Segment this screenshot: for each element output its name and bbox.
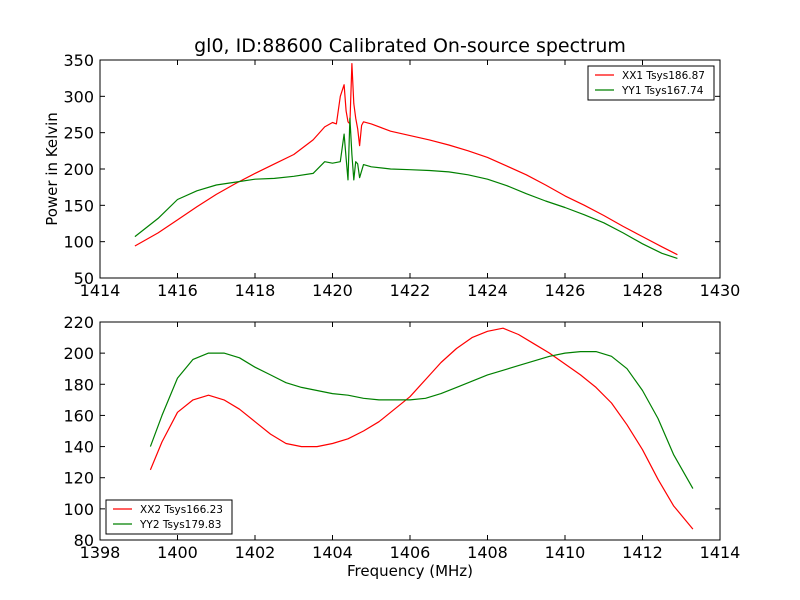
series-line-xx2 xyxy=(149,327,694,530)
y-tick-label: 150 xyxy=(63,196,94,215)
legend-label-yy2: YY2 Tsys179.83 xyxy=(139,519,221,531)
y-tick-label: 160 xyxy=(63,406,94,425)
chart-title: gl0, ID:88600 Calibrated On-source spect… xyxy=(194,35,626,57)
y-tick-label: 220 xyxy=(63,313,94,332)
x-tick-label: 1402 xyxy=(235,543,276,562)
x-tick-label: 1416 xyxy=(157,281,198,300)
y-tick-label: 250 xyxy=(63,124,94,143)
x-axis-label: Frequency (MHz) xyxy=(347,562,473,580)
y-tick-label: 200 xyxy=(63,160,94,179)
x-tick-label: 1428 xyxy=(622,281,663,300)
y-tick-label: 140 xyxy=(63,438,94,457)
legend-top: XX1 Tsys186.87 YY1 Tsys167.74 xyxy=(587,65,715,101)
legend-bottom: XX2 Tsys166.23 YY2 Tsys179.83 xyxy=(105,499,233,535)
tick-layer-top: 1414 1416 1418 1420 1422 1424 1426 1428 1430 50 10… xyxy=(63,51,740,300)
x-tick-label: 1414 xyxy=(80,281,121,300)
series-line-yy2 xyxy=(149,351,694,489)
y-tick-label: 80 xyxy=(74,531,94,550)
y-tick-label: 120 xyxy=(63,469,94,488)
series-line-yy1 xyxy=(134,117,678,259)
legend-box xyxy=(587,65,715,101)
bottom-panel: Frequency (MHz) 1398 1400 1402 1404 1406 1408… xyxy=(63,313,740,580)
x-tick-label: 1408 xyxy=(467,543,508,562)
x-tick-label: 1426 xyxy=(545,281,586,300)
y-tick-label: 200 xyxy=(63,344,94,363)
plot-frame-bottom xyxy=(99,321,721,541)
series-layer-top xyxy=(134,62,678,259)
x-tick-label: 1420 xyxy=(312,281,353,300)
legend-label-xx1: XX1 Tsys186.87 xyxy=(622,70,705,82)
top-panel: gl0, ID:88600 Calibrated On-source spect… xyxy=(43,35,740,300)
x-tick-label: 1424 xyxy=(467,281,508,300)
tick-layer-bottom: 1398 1400 1402 1404 1406 1408 1410 1412 1414 80 10… xyxy=(63,313,740,562)
x-tick-label: 1418 xyxy=(235,281,276,300)
x-tick-label: 1400 xyxy=(157,543,198,562)
plot-frame-top xyxy=(99,59,721,279)
y-axis-label: Power in Kelvin xyxy=(43,112,61,226)
series-line-xx1 xyxy=(134,62,678,256)
legend-label-yy1: YY1 Tsys167.74 xyxy=(621,85,704,97)
y-tick-label: 350 xyxy=(63,51,94,70)
x-tick-label: 1412 xyxy=(622,543,663,562)
legend-label-xx2: XX2 Tsys166.23 xyxy=(140,504,223,516)
x-tick-label: 1398 xyxy=(80,543,121,562)
legend-box xyxy=(105,499,233,535)
y-tick-label: 50 xyxy=(74,269,94,288)
x-tick-label: 1406 xyxy=(390,543,431,562)
x-tick-label: 1422 xyxy=(390,281,431,300)
x-tick-label: 1414 xyxy=(700,543,741,562)
y-tick-label: 300 xyxy=(63,87,94,106)
series-layer-bottom xyxy=(149,327,694,530)
x-tick-label: 1404 xyxy=(312,543,353,562)
x-tick-label: 1430 xyxy=(700,281,741,300)
x-tick-label: 1410 xyxy=(545,543,586,562)
y-tick-label: 100 xyxy=(63,500,94,519)
y-tick-label: 180 xyxy=(63,375,94,394)
y-tick-label: 100 xyxy=(63,233,94,252)
